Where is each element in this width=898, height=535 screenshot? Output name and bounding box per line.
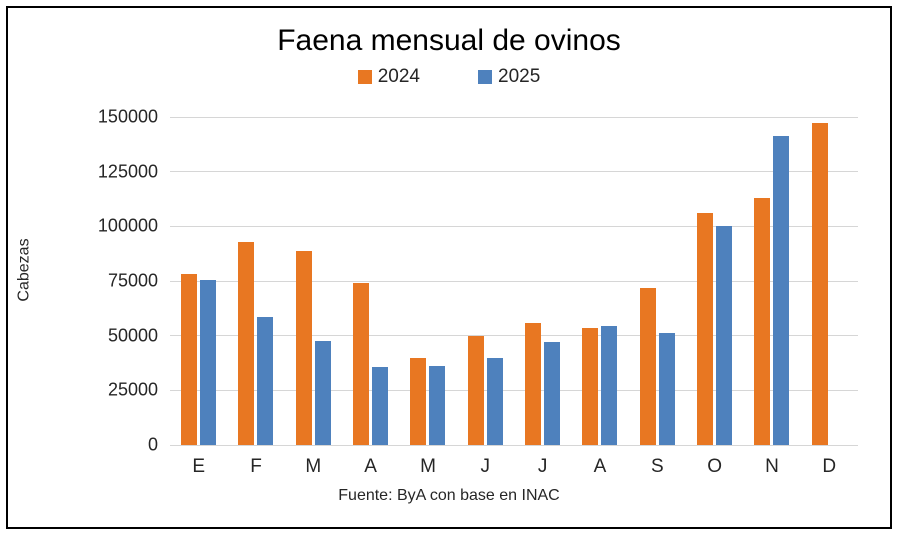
- bar-group-8-A: [571, 117, 628, 445]
- chart-title: Faena mensual de ovinos: [277, 24, 621, 57]
- legend-label-2025: 2025: [498, 66, 541, 87]
- bar-2025-1-E: [200, 279, 217, 445]
- gridline-y-75000: [170, 280, 858, 282]
- bar-group-10-O: [686, 117, 743, 445]
- bar-2024-1-E: [181, 274, 198, 445]
- y-axis-title-text: Cabezas: [16, 238, 33, 302]
- bar-2024-12-D: [811, 122, 828, 445]
- bar-group-12-D: [801, 117, 858, 445]
- bar-2025-4-A: [372, 367, 389, 445]
- x-tick-label-12-D: D: [822, 456, 837, 477]
- bar-2025-9-S: [658, 333, 675, 445]
- gridline-y-25000: [170, 389, 858, 391]
- gridline-y-0: [170, 444, 858, 446]
- bar-2025-7-J: [544, 341, 561, 445]
- y-tick-label-50000: 50000: [107, 325, 158, 346]
- bar-group-5-M: [399, 117, 456, 445]
- bar-2024-11-N: [754, 197, 771, 445]
- legend-label-2024: 2024: [377, 66, 420, 87]
- y-tick-label-0: 0: [147, 434, 158, 455]
- bar-2024-7-J: [525, 323, 542, 445]
- legend-swatch-2025-icon: [478, 70, 492, 84]
- x-tick-label-5-M: M: [420, 456, 436, 477]
- bar-2024-4-A: [353, 283, 370, 445]
- bar-2024-6-J: [467, 335, 484, 445]
- x-tick-label-10-O: O: [707, 456, 722, 477]
- gridline-y-100000: [170, 225, 858, 227]
- x-tick-label-11-N: N: [765, 456, 779, 477]
- bar-group-3-M: [285, 117, 342, 445]
- x-tick-label-6-J: J: [480, 456, 491, 477]
- gridline-y-150000: [170, 116, 858, 118]
- legend-item-2024: 2024: [357, 66, 420, 88]
- bar-group-4-A: [342, 117, 399, 445]
- bar-2024-2-F: [238, 241, 255, 445]
- legend-swatch-2024-icon: [357, 70, 372, 84]
- source-caption: Fuente: ByA con base en INAC: [338, 487, 560, 504]
- bar-2024-5-M: [410, 357, 427, 445]
- bar-2025-10-O: [716, 225, 733, 445]
- bar-2024-3-M: [295, 250, 312, 445]
- x-tick-label-4-A: A: [364, 456, 377, 477]
- bar-group-7-J: [514, 117, 571, 445]
- bar-2025-3-M: [314, 341, 331, 445]
- plot-area: 150000 125000 100000 75000 50000 25000 0: [98, 107, 858, 455]
- bar-2025-5-M: [429, 365, 446, 445]
- bar-2025-11-N: [773, 136, 790, 445]
- bar-2024-10-O: [697, 212, 714, 445]
- chart-border-frame: [6, 6, 892, 529]
- bar-group-1-E: [170, 117, 227, 445]
- x-tick-label-3-M: M: [305, 456, 322, 477]
- bar-2025-2-F: [257, 317, 274, 445]
- bar-2025-8-A: [601, 325, 618, 445]
- x-tick-label-2-F: F: [250, 456, 262, 477]
- y-tick-label-100000: 100000: [97, 215, 158, 236]
- bar-group-6-J: [457, 117, 514, 445]
- gridline-y-50000: [170, 335, 858, 337]
- legend-item-2025: 2025: [478, 66, 540, 88]
- x-tick-label-1-E: E: [192, 456, 205, 477]
- y-axis-title: Cabezas: [14, 170, 36, 370]
- x-tick-label-8-A: A: [593, 456, 607, 477]
- y-tick-label-150000: 150000: [97, 106, 158, 127]
- bar-group-9-S: [629, 117, 686, 445]
- gridline-y-125000: [170, 171, 858, 173]
- y-tick-label-125000: 125000: [97, 161, 158, 182]
- y-tick-label-25000: 25000: [107, 379, 158, 400]
- bar-2024-8-A: [582, 328, 599, 445]
- x-tick-label-9-S: S: [650, 456, 664, 477]
- bar-group-11-N: [743, 117, 800, 445]
- bar-2024-9-S: [639, 288, 656, 445]
- bar-group-2-F: [227, 117, 284, 445]
- bar-groups: [170, 117, 858, 445]
- bar-2025-6-J: [486, 357, 503, 445]
- chart-legend: 2024 2025: [0, 66, 898, 88]
- x-tick-label-7-J: J: [537, 456, 548, 477]
- y-tick-label-75000: 75000: [107, 270, 158, 291]
